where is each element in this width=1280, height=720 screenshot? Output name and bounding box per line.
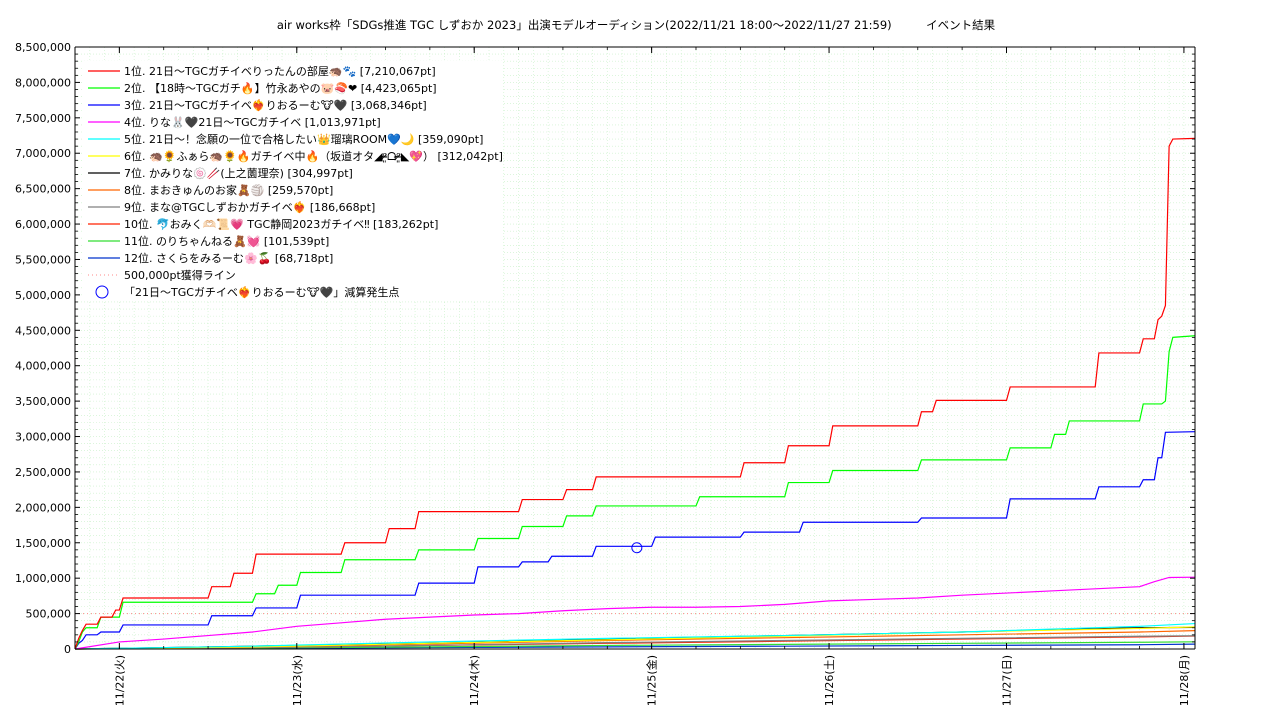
- y-tick-label: 8,000,000: [15, 76, 71, 89]
- y-tick-label: 3,500,000: [15, 395, 71, 408]
- legend-entry: 5位. 21日〜！念願の一位で合格したい👑瑠璃ROOM💙🌙 [359,090pt…: [124, 132, 483, 146]
- series-line-9: [74, 635, 1196, 650]
- x-tick-label: 11/26(土): [823, 655, 836, 706]
- legend-entry: 4位. りな🐰🖤21日〜TGCガチイベ [1,013,971pt]: [124, 115, 381, 129]
- legend-background: [82, 61, 502, 301]
- legend-entry: 1位. 21日〜TGCガチイベりったんの部屋🦔🐾 [7,210,067pt]: [124, 64, 436, 78]
- legend-entry: 3位. 21日〜TGCガチイベ❤‍🔥りおるーむ🐮🖤 [3,068,346pt]: [124, 98, 427, 112]
- x-tick-label: 11/23(水): [291, 655, 304, 706]
- x-tick-label: 11/24(木): [468, 655, 481, 706]
- legend-entry: 10位. 🐬おみく🫶🏻📜💗 TGC静岡2023ガチイベ‼ [183,262pt]: [124, 217, 438, 231]
- legend-entry: 12位. さくらをみるーむ🌸🍒 [68,718pt]: [124, 251, 333, 265]
- legend-entry: 8位. まおきゅんのお家🧸🏐 [259,570pt]: [124, 183, 333, 197]
- legend-marker-icon: [95, 285, 109, 299]
- x-tick-label: 11/22(火): [113, 655, 126, 706]
- y-tick-label: 0: [64, 643, 71, 656]
- x-tick-label: 11/27(日): [1000, 655, 1013, 706]
- legend-entry: 2位. 【18時〜TGCガチ🔥】竹永あやの🐷🍣❤ [4,423,065pt]: [124, 81, 437, 95]
- legend-entry: 6位. 🦔🌻ふぁら🦔🌻🔥ガチイベ中🔥（坂道オタ◢ᵒ̴̶̷͈ᗝᵒ̴̶̷͈◣💖） […: [124, 149, 503, 163]
- y-tick-label: 5,000,000: [15, 289, 71, 302]
- series-line-5: [74, 622, 1196, 650]
- x-tick-label: 11/28(月): [1178, 655, 1191, 706]
- y-tick-label: 5,500,000: [15, 253, 71, 266]
- series-line-2: [74, 335, 1196, 650]
- series-line-1: [74, 137, 1196, 650]
- y-tick-label: 4,500,000: [15, 324, 71, 337]
- y-tick-label: 1,500,000: [15, 537, 71, 550]
- y-tick-label: 8,500,000: [15, 41, 71, 54]
- series-line-3: [74, 431, 1196, 650]
- legend-entry: 11位. のりちゃんねる🧸💓 [101,539pt]: [124, 234, 329, 248]
- y-tick-label: 1,000,000: [15, 572, 71, 585]
- y-tick-label: 7,000,000: [15, 147, 71, 160]
- y-tick-label: 3,000,000: [15, 431, 71, 444]
- legend-entry-reference: 500,000pt獲得ライン: [124, 269, 236, 282]
- series-line-6: [74, 626, 1196, 650]
- y-tick-label: 2,000,000: [15, 501, 71, 514]
- y-tick-label: 500,000: [26, 608, 72, 621]
- y-tick-label: 7,500,000: [15, 112, 71, 125]
- y-tick-label: 6,500,000: [15, 183, 71, 196]
- y-tick-label: 4,000,000: [15, 360, 71, 373]
- decrement-marker: [631, 542, 643, 554]
- legend-entry: 7位. かみりな🍥🥢(上之薗理奈) [304,997pt]: [124, 166, 353, 180]
- x-tick-label: 11/25(金): [645, 655, 659, 706]
- series-line-4: [74, 576, 1196, 650]
- legend-entry-marker: 「21日〜TGCガチイベ❤‍🔥りおるーむ🐮🖤」減算発生点: [124, 285, 399, 299]
- y-tick-label: 6,000,000: [15, 218, 71, 231]
- chart-title: air works枠「SDGs推進 TGC しずおか 2023」出演モデルオーデ…: [276, 18, 996, 32]
- y-tick-label: 2,500,000: [15, 466, 71, 479]
- legend-entry: 9位. まな@TGCしずおかガチイベ❤‍🔥 [186,668pt]: [124, 200, 375, 214]
